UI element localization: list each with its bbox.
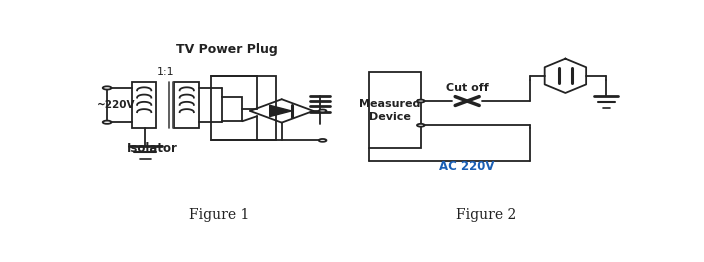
Circle shape xyxy=(417,124,425,127)
Circle shape xyxy=(103,121,111,124)
Bar xyxy=(132,82,156,128)
Bar xyxy=(222,97,242,121)
Text: Cut off: Cut off xyxy=(446,83,489,93)
Bar xyxy=(369,72,421,149)
Text: Measured: Measured xyxy=(359,99,420,109)
Circle shape xyxy=(103,86,111,90)
Text: Figure 2: Figure 2 xyxy=(456,208,517,222)
Text: 1:1: 1:1 xyxy=(157,67,175,77)
Circle shape xyxy=(417,100,425,102)
Circle shape xyxy=(319,110,327,112)
Polygon shape xyxy=(270,105,291,117)
Bar xyxy=(210,76,276,140)
Text: AC 220V: AC 220V xyxy=(439,160,495,173)
Text: ~220V: ~220V xyxy=(97,100,136,110)
Text: Device: Device xyxy=(369,112,410,122)
Text: Figure 1: Figure 1 xyxy=(189,208,249,222)
Text: Isolator: Isolator xyxy=(127,142,178,155)
Bar xyxy=(174,82,199,128)
Text: TV Power Plug: TV Power Plug xyxy=(176,43,278,56)
Circle shape xyxy=(319,139,327,142)
